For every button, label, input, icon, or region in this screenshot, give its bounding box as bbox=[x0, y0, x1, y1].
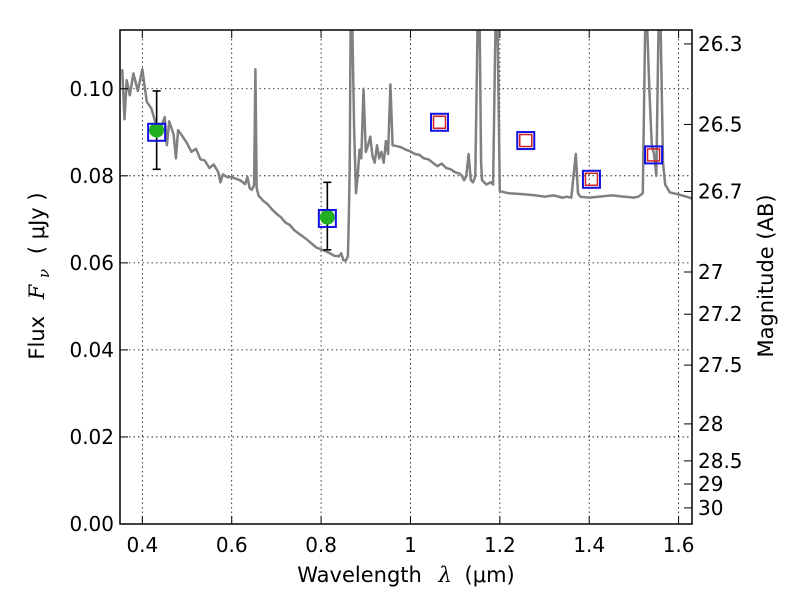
grid-lines bbox=[120, 30, 692, 525]
y-axis-title: Flux F ν ( μJy ) bbox=[25, 192, 54, 359]
y2-tick-label: 28.5 bbox=[698, 449, 743, 473]
x-tick-label: 1 bbox=[404, 533, 417, 557]
y2-tick-label: 27 bbox=[698, 260, 723, 284]
axis-ticks: 0.4 0.6 0.8 1 1.2 1.4 1.6 0.00 0.02 0.04 0.06 0.08 0… bbox=[69, 30, 743, 557]
model-photometry-point bbox=[317, 208, 337, 228]
upper-limit-point bbox=[646, 148, 661, 162]
model-photometry-point bbox=[516, 131, 536, 151]
x-tick-label: 0.8 bbox=[305, 533, 337, 557]
x-tick-label: 1.2 bbox=[484, 533, 516, 557]
model-photometry-point bbox=[147, 122, 167, 142]
x-tick-label: 0.6 bbox=[216, 533, 248, 557]
y2-tick-label: 26.7 bbox=[698, 179, 743, 203]
y2-tick-label: 27.5 bbox=[698, 353, 743, 377]
y2-axis-title: Magnitude (AB) bbox=[754, 194, 778, 357]
upper-limit-point bbox=[584, 172, 599, 187]
model-spectrum-layer bbox=[120, 30, 692, 262]
model-photometry-point bbox=[430, 112, 450, 132]
model-photometry-point bbox=[581, 169, 601, 189]
y-tick-label: 0.06 bbox=[69, 251, 114, 275]
y2-tick-label: 28 bbox=[698, 412, 723, 436]
y2-tick-label: 27.2 bbox=[698, 302, 743, 326]
y-tick-label: 0.00 bbox=[69, 512, 114, 536]
plot-frame bbox=[119, 29, 693, 525]
y2-tick-label: 26.5 bbox=[698, 112, 743, 136]
upper-limit-point bbox=[519, 133, 533, 148]
x-tick-label: 1.6 bbox=[663, 533, 695, 557]
x-tick-label: 0.4 bbox=[126, 533, 158, 557]
y2-tick-label: 29 bbox=[698, 472, 723, 496]
x-tick-label: 1.4 bbox=[573, 533, 605, 557]
upper-limit-point bbox=[432, 115, 447, 130]
y2-tick-label: 26.3 bbox=[698, 32, 743, 56]
model-photometry-point bbox=[644, 145, 664, 165]
detection-point bbox=[319, 209, 335, 225]
y-tick-label: 0.10 bbox=[69, 77, 114, 101]
y2-tick-label: 30 bbox=[698, 496, 723, 520]
x-axis-title: Wavelength λ (μm) bbox=[297, 563, 514, 587]
y-tick-label: 0.08 bbox=[69, 164, 114, 188]
y-tick-label: 0.02 bbox=[69, 425, 114, 449]
y-tick-label: 0.04 bbox=[69, 338, 114, 362]
photometry-markers bbox=[147, 90, 664, 251]
model-spectrum-line bbox=[120, 30, 692, 262]
detection-point bbox=[149, 122, 165, 138]
